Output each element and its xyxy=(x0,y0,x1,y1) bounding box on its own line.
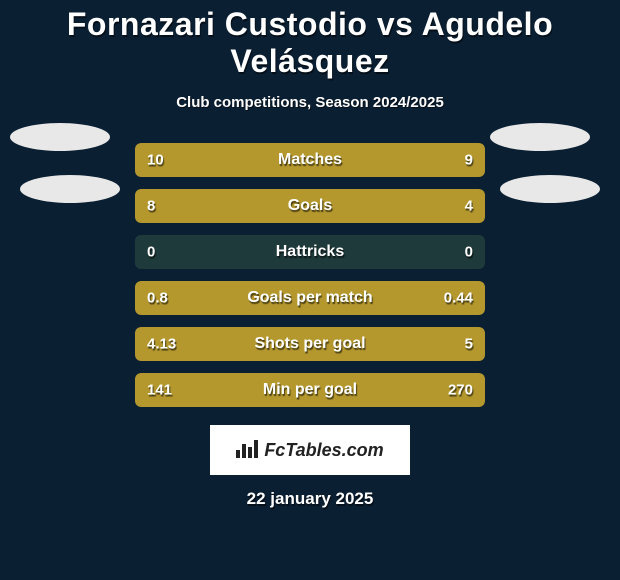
date-text: 22 january 2025 xyxy=(0,489,620,509)
logo-box: FcTables.com xyxy=(210,425,410,475)
stat-label: Shots per goal xyxy=(135,335,485,353)
stat-row: 0Hattricks0 xyxy=(135,235,485,269)
stat-row: 10Matches9 xyxy=(135,143,485,177)
stat-row: 141Min per goal270 xyxy=(135,373,485,407)
player-portrait-placeholder xyxy=(10,123,110,151)
player-portrait-placeholder xyxy=(490,123,590,151)
stat-value-right: 9 xyxy=(465,152,473,169)
logo-text: FcTables.com xyxy=(264,440,383,461)
stat-label: Hattricks xyxy=(135,243,485,261)
player-portrait-placeholder xyxy=(500,175,600,203)
stat-label: Matches xyxy=(135,151,485,169)
comparison-chart: 10Matches9 8Goals4 0Hattricks0 0.8Goals per… xyxy=(135,143,485,407)
stat-value-right: 5 xyxy=(465,336,473,353)
stat-value-right: 0 xyxy=(465,244,473,261)
page-subtitle: Club competitions, Season 2024/2025 xyxy=(0,94,620,111)
stat-label: Min per goal xyxy=(135,381,485,399)
stat-row: 8Goals4 xyxy=(135,189,485,223)
page-title: Fornazari Custodio vs Agudelo Velásquez xyxy=(0,0,620,80)
stat-value-right: 270 xyxy=(448,382,473,399)
stat-value-right: 0.44 xyxy=(444,290,473,307)
stat-row: 4.13Shots per goal5 xyxy=(135,327,485,361)
player-portrait-placeholder xyxy=(20,175,120,203)
stat-row: 0.8Goals per match0.44 xyxy=(135,281,485,315)
stat-value-right: 4 xyxy=(465,198,473,215)
stat-label: Goals per match xyxy=(135,289,485,307)
stat-label: Goals xyxy=(135,197,485,215)
logo-chart-icon xyxy=(236,438,258,463)
